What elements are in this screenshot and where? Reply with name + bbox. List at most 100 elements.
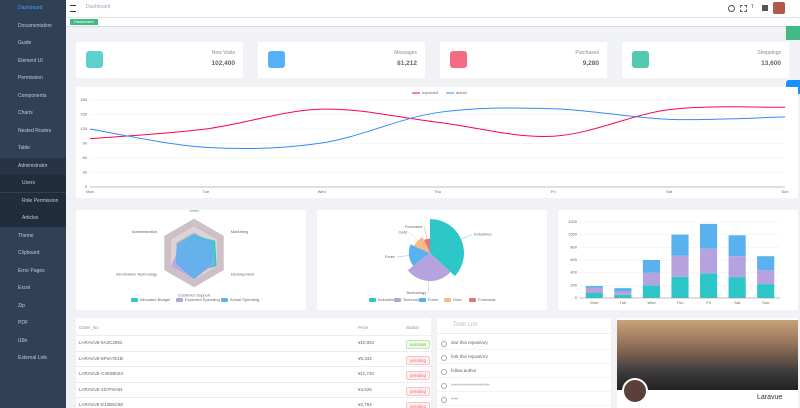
legend-label: Actual Spending bbox=[230, 297, 259, 302]
todo-checkbox[interactable] bbox=[441, 369, 447, 375]
tag[interactable]: Dashboard bbox=[70, 19, 98, 25]
tags-view: Dashboard bbox=[66, 18, 800, 27]
todo-item[interactable]: vue-element-admin bbox=[451, 382, 490, 387]
panel-value: 102,400 bbox=[211, 60, 236, 67]
menu-item[interactable]: Administrator bbox=[0, 157, 66, 175]
legend-label: actual bbox=[456, 90, 467, 95]
navbar: Dashboard т bbox=[66, 0, 800, 18]
y-tick-label: 200 bbox=[570, 282, 577, 287]
panel-value: 13,600 bbox=[761, 60, 781, 67]
pie-slice bbox=[408, 244, 430, 266]
y-tick-label: 800 bbox=[570, 244, 577, 249]
stat-panel[interactable]: New Visits 102,400 bbox=[76, 42, 243, 78]
search-icon[interactable] bbox=[728, 5, 735, 12]
fullscreen-icon[interactable] bbox=[740, 5, 747, 12]
table-header: Order_No bbox=[79, 325, 99, 330]
todo-checkbox[interactable] bbox=[441, 341, 447, 347]
github-corner[interactable] bbox=[786, 26, 800, 40]
menu-item[interactable]: Clipboard bbox=[0, 245, 66, 262]
table-cell: ¥11,720 bbox=[358, 371, 374, 376]
menu-item[interactable]: Documentation bbox=[0, 17, 66, 35]
todo-checkbox[interactable] bbox=[441, 383, 447, 389]
status-tag: success bbox=[406, 340, 431, 349]
bar bbox=[585, 287, 603, 293]
table-header: Status bbox=[406, 325, 419, 330]
status-tag: pending bbox=[406, 371, 431, 380]
line-series bbox=[89, 106, 786, 140]
bar-chart: 0 200 400 600 800 1000 1200 Mon Tue Wed Thu Fri Sat S… bbox=[568, 219, 780, 305]
todo-item[interactable]: star this repository bbox=[451, 340, 488, 345]
menu-item[interactable]: Charts bbox=[0, 105, 66, 122]
legend-swatch bbox=[444, 298, 451, 302]
stat-panel[interactable]: Messages 81,212 bbox=[258, 42, 425, 78]
menu-item[interactable]: Theme bbox=[0, 227, 66, 245]
legend-label: Technology bbox=[403, 297, 423, 302]
bar bbox=[700, 273, 718, 298]
menu-item[interactable]: PDF bbox=[0, 315, 66, 332]
menu-item[interactable]: Permission bbox=[0, 70, 66, 87]
x-tick-label: Wed bbox=[647, 300, 655, 305]
legend-label: expected bbox=[422, 90, 438, 95]
line-chart: 0 30 60 90 120 150 180 Mon Tue Wed Thu Fri Sat Sun exp… bbox=[80, 90, 788, 194]
radar-indicator: Customer Support bbox=[178, 293, 211, 298]
x-tick-label: Thu bbox=[434, 189, 441, 194]
stat-panel[interactable]: Shoppings 13,600 bbox=[622, 42, 789, 78]
todo-checkbox[interactable] bbox=[441, 355, 447, 361]
todo-item[interactable]: vue bbox=[451, 396, 459, 401]
bar bbox=[671, 234, 689, 256]
menu-item[interactable]: Role Permission bbox=[0, 192, 66, 210]
menu-item[interactable]: External Link bbox=[0, 350, 66, 367]
card-image bbox=[617, 320, 798, 390]
menu-item[interactable]: Table bbox=[0, 140, 66, 157]
user-card: Laravue bbox=[617, 318, 798, 408]
label-line bbox=[408, 232, 418, 241]
size-icon[interactable]: т bbox=[751, 4, 754, 10]
stat-panel[interactable]: Purchases 9,280 bbox=[440, 42, 607, 78]
table-header: Price bbox=[358, 325, 369, 330]
menu-item[interactable]: Error Pages bbox=[0, 262, 66, 280]
label-line bbox=[424, 227, 428, 239]
row-divider bbox=[76, 397, 431, 398]
pie-chart: Industries Industries Technology Technology… bbox=[369, 219, 496, 302]
bar bbox=[585, 286, 603, 288]
slice-label: Technology bbox=[406, 290, 426, 295]
todo-checkbox[interactable] bbox=[441, 397, 447, 403]
menu-item[interactable]: Zip bbox=[0, 297, 66, 315]
menu-item[interactable]: Nested Routes bbox=[0, 122, 66, 140]
menu-item[interactable]: Components bbox=[0, 87, 66, 105]
bar bbox=[614, 288, 632, 292]
bar bbox=[700, 248, 718, 274]
legend-label: Expected Spending bbox=[185, 297, 220, 302]
bar bbox=[728, 256, 746, 278]
todo-item[interactable]: follow author bbox=[451, 368, 477, 373]
x-tick-label: Thu bbox=[677, 300, 684, 305]
table-cell: LARAVUE-E13B5C88 bbox=[79, 402, 123, 407]
panel-icon bbox=[268, 51, 285, 68]
hamburger[interactable] bbox=[70, 5, 76, 12]
menu-item[interactable]: Users bbox=[0, 175, 66, 192]
bar bbox=[614, 291, 632, 295]
slice-label: Gold bbox=[399, 229, 407, 234]
radar-indicator: Development bbox=[231, 271, 255, 276]
x-tick-label: Sun bbox=[781, 189, 788, 194]
row-divider bbox=[76, 350, 431, 352]
y-tick-label: 90 bbox=[83, 141, 88, 146]
menu-item[interactable]: Guide bbox=[0, 35, 66, 52]
menu-item[interactable]: Element UI bbox=[0, 52, 66, 70]
todo-item[interactable]: fork this repository bbox=[451, 354, 488, 359]
menu-item[interactable]: Articles bbox=[0, 210, 66, 227]
slice-label: Forecasts bbox=[405, 224, 423, 229]
table-cell: ¥10,051 bbox=[358, 340, 375, 345]
y-tick-label: 0 bbox=[575, 295, 578, 300]
menu-item[interactable]: i18n bbox=[0, 332, 66, 350]
sidebar: Dashboard Documentation Guide Element UI Per… bbox=[0, 0, 66, 408]
legend-label: Forecasts bbox=[478, 297, 496, 302]
lang-icon[interactable] bbox=[762, 5, 768, 11]
panel-value: 81,212 bbox=[397, 60, 417, 67]
avatar[interactable] bbox=[773, 2, 785, 14]
legend-label: Gold bbox=[453, 297, 461, 302]
bar bbox=[585, 292, 603, 298]
menu-item[interactable]: Dashboard bbox=[0, 0, 66, 17]
radar-series bbox=[175, 233, 213, 280]
menu-item[interactable]: Excel bbox=[0, 280, 66, 297]
